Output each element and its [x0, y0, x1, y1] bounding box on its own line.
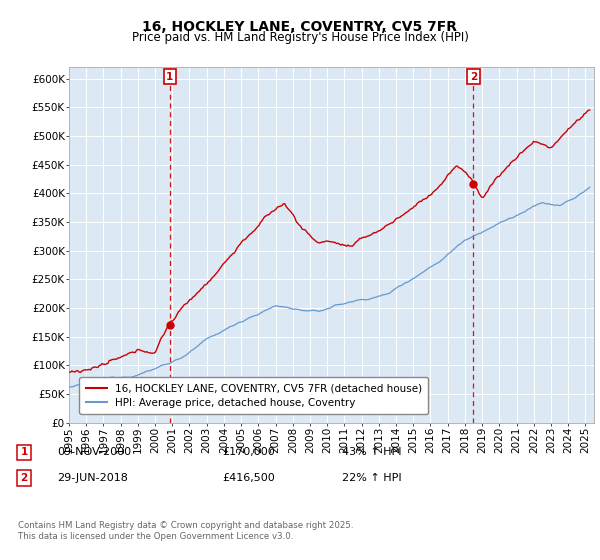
Text: 43% ↑ HPI: 43% ↑ HPI — [342, 447, 401, 458]
Text: 1: 1 — [20, 447, 28, 458]
Text: 29-JUN-2018: 29-JUN-2018 — [57, 473, 128, 483]
Text: Contains HM Land Registry data © Crown copyright and database right 2025.
This d: Contains HM Land Registry data © Crown c… — [18, 521, 353, 540]
Text: Price paid vs. HM Land Registry's House Price Index (HPI): Price paid vs. HM Land Registry's House … — [131, 31, 469, 44]
Text: 2: 2 — [470, 72, 477, 82]
Legend: 16, HOCKLEY LANE, COVENTRY, CV5 7FR (detached house), HPI: Average price, detach: 16, HOCKLEY LANE, COVENTRY, CV5 7FR (det… — [79, 377, 428, 414]
Text: 16, HOCKLEY LANE, COVENTRY, CV5 7FR: 16, HOCKLEY LANE, COVENTRY, CV5 7FR — [143, 20, 458, 34]
Text: 2: 2 — [20, 473, 28, 483]
Text: £416,500: £416,500 — [222, 473, 275, 483]
Text: 1: 1 — [166, 72, 173, 82]
Text: 09-NOV-2000: 09-NOV-2000 — [57, 447, 131, 458]
Text: £170,000: £170,000 — [222, 447, 275, 458]
Text: 22% ↑ HPI: 22% ↑ HPI — [342, 473, 401, 483]
